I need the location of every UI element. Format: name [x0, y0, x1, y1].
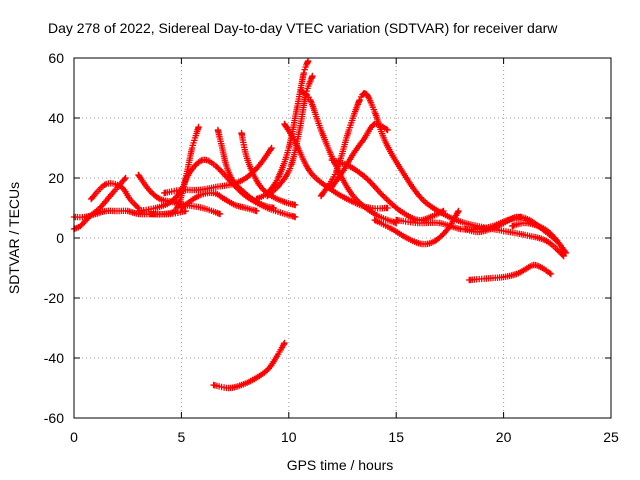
y-tick-label: -60 [44, 410, 64, 426]
y-tick-label: 60 [48, 50, 64, 66]
y-tick-label: 20 [48, 170, 64, 186]
axis-ticks: 0 5 10 15 20 25 -60 -40 -20 0 20 40 60 [44, 50, 619, 445]
grid [74, 58, 611, 418]
y-axis-label: SDTVAR / TECUs [6, 182, 22, 294]
x-tick-label: 15 [388, 429, 404, 445]
x-tick-label: 20 [496, 429, 512, 445]
series-arc-c [88, 180, 142, 212]
series-arc-a [70, 174, 129, 233]
data-markers [328, 120, 391, 191]
series-arc-i [214, 126, 277, 212]
chart-title: Day 278 of 2022, Sidereal Day-to-day VTE… [48, 20, 558, 36]
series-arc-p [328, 120, 391, 191]
x-tick-label: 10 [281, 429, 297, 445]
data-markers [264, 72, 316, 200]
x-tick-label: 5 [178, 429, 186, 445]
y-tick-label: 40 [48, 110, 64, 126]
series-arc-l [264, 72, 316, 200]
y-tick-label: 0 [56, 230, 64, 246]
series-arc-u [509, 219, 570, 257]
data-markers [466, 261, 555, 284]
data-markers [509, 219, 570, 257]
x-tick-label: 0 [70, 429, 78, 445]
series-arc-w [210, 339, 288, 392]
series-arc-v [466, 261, 555, 284]
series-arc-r [371, 207, 462, 248]
data-markers [88, 180, 142, 212]
y-tick-label: -40 [44, 350, 64, 366]
y-tick-label: -20 [44, 290, 64, 306]
series-arc-h [178, 189, 260, 215]
data-markers [371, 207, 462, 248]
data-markers [178, 189, 260, 215]
data-points [70, 57, 570, 392]
data-markers [70, 174, 129, 233]
data-markers [214, 126, 277, 212]
data-markers [210, 339, 288, 392]
x-axis-label: GPS time / hours [287, 457, 394, 473]
x-tick-label: 25 [603, 429, 619, 445]
